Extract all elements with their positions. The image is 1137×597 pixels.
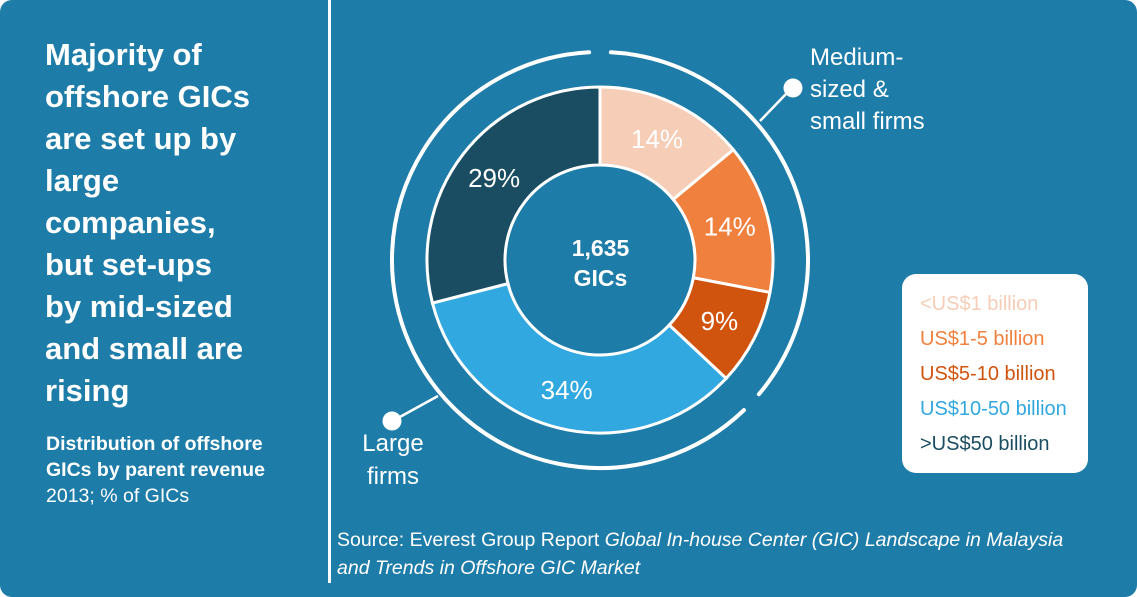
vertical-divider [328, 0, 331, 583]
legend-item-3: US$10-50 billion [920, 397, 1067, 420]
chart-subtitle-note: 2013; % of GICs [46, 485, 190, 507]
legend-item-0: <US$1 billion [920, 292, 1039, 315]
callout-label-large-firms: Large firms [362, 430, 424, 490]
callout-label-medium-small-firms: Medium- sized & small firms [810, 44, 925, 135]
callout-dot-medium [783, 78, 803, 98]
group-arc-1 [390, 50, 746, 470]
wedge-3 [430, 281, 729, 435]
source-line-1: Source: Everest Group Report Global In-h… [337, 527, 1063, 555]
donut-svg: 14% 14% 9% 34% 29% [382, 50, 810, 470]
headline: Majority of offshore GICs are set up by … [45, 37, 250, 408]
callout-line-large [397, 394, 439, 420]
legend-item-2: US$5-10 billion [920, 362, 1056, 385]
wedge-value-label-0: 14% [631, 124, 683, 154]
wedge-4 [425, 85, 602, 305]
wedge-value-label-1: 14% [704, 212, 756, 242]
wedge-labels: 14% 14% 9% 34% 29% [468, 124, 756, 405]
chart-subtitle-bold: Distribution of offshore GICs by parent … [46, 433, 265, 481]
callout-dot-large [382, 411, 402, 431]
source-prefix: Source: Everest Group Report [337, 529, 605, 551]
source-title-part-1: Global In-house Center (GIC) Landscape i… [604, 529, 1064, 551]
wedge-value-label-2: 9% [701, 306, 739, 336]
legend: <US$1 billion US$1-5 billion US$5-10 billi… [902, 274, 1088, 473]
donut-wedges [425, 85, 775, 435]
callout-line-medium [759, 93, 787, 122]
donut-center-label: 1,635 GICs [571, 235, 630, 291]
legend-item-1: US$1-5 billion [920, 327, 1045, 350]
legend-item-4: >US$50 billion [920, 432, 1050, 455]
group-arc-0 [608, 50, 810, 397]
source-note: Source: Everest Group Report Global In-h… [337, 527, 1063, 582]
grouping-arcs [390, 50, 810, 470]
chart-subtitle: Distribution of offshore GICs by parent … [46, 431, 265, 509]
source-title-part-2: and Trends in Offshore GIC Market [337, 556, 641, 579]
wedge-value-label-4: 29% [468, 163, 520, 193]
wedge-value-label-3: 34% [541, 375, 593, 405]
